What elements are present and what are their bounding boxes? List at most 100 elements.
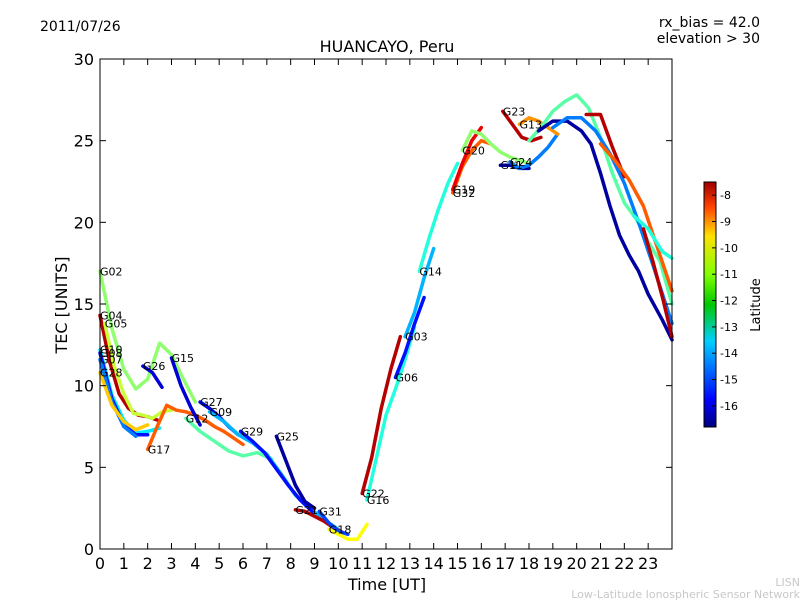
series-line-g14 [417,161,460,274]
series-line-g25 [274,434,317,510]
series-line-g13 [517,116,560,136]
rx-bias-annotation: rx_bias = 42.0 [659,15,760,31]
series-layer [98,93,674,541]
x-tick-label: 7 [262,554,272,573]
series-label-g13: G13 [520,118,543,131]
colorbar-tick-layer: -8 -9 -10 -11 -12 -13 -14 -15 -16 [712,189,738,413]
y-tick-label: 20 [74,213,94,232]
series-label-g21: G21 [295,504,318,517]
x-tick-label: 16 [471,554,491,573]
series-line-unlabeled-36 [641,227,674,339]
x-tick-label: 21 [590,554,610,573]
series-label-g04: G04 [100,309,123,322]
series-line-g05 [103,321,174,421]
y-tick-label: 15 [74,295,94,314]
x-axis-label: Time [UT] [347,575,426,594]
series-label-g26: G26 [143,360,166,373]
x-tick-label: 20 [566,554,586,573]
plot-frame [99,58,673,550]
series-line-g06 [393,295,426,380]
series-line-g29 [238,429,314,514]
series-label-g25: G25 [276,430,299,443]
y-tick-label: 10 [74,377,94,396]
series-line-unlabeled-34 [598,142,674,293]
colorbar-tick-label: -12 [720,295,738,308]
y-axis-label: TEC [UNITS] [52,257,71,355]
footer-network: Low-Latitude Ionospheric Sensor Network [571,588,800,600]
series-label-g24: G24 [510,156,533,169]
colorbar [703,181,717,428]
series-label-g06: G06 [396,372,419,385]
x-tick-label: 1 [119,554,129,573]
series-label-g23: G23 [503,105,526,118]
x-tick-label: 11 [352,554,372,573]
colorbar-tick-label: -11 [720,268,738,281]
colorbar-tick-label: -14 [720,347,738,360]
x-tick-label: 8 [286,554,296,573]
x-tick-label: 17 [495,554,515,573]
series-label-g27: G27 [200,396,223,409]
series-line-unlabeled-35 [632,214,674,261]
series-label-g11: G11 [500,159,523,172]
x-tick-label: 0 [95,554,105,573]
y-tick-label: 0 [84,540,94,559]
elevation-annotation: elevation > 30 [657,31,760,47]
series-label-g28: G28 [100,367,123,380]
footer-lisn: LISN [775,576,800,589]
x-tick-label: 2 [143,554,153,573]
series-label-g08: G08 [100,347,123,360]
chart-title: HUANCAYO, Peru [320,37,455,56]
series-label-g31: G31 [319,505,342,518]
y-tick-label: 5 [84,458,94,477]
x-tick-label: 15 [447,554,467,573]
series-label-g05: G05 [105,318,128,331]
series-label-g20: G20 [462,145,485,158]
x-tick-label: 3 [166,554,176,573]
x-tick-label: 23 [638,554,658,573]
series-line-unlabeled-33 [584,112,627,179]
series-line-g02 [98,269,198,404]
series-label-g32: G32 [453,187,476,200]
colorbar-tick-label: -8 [720,189,731,202]
series-label-g14: G14 [419,265,442,278]
series-label-g12: G12 [186,412,209,425]
series-line-g15 [169,356,202,427]
series-label-g02: G02 [100,265,123,278]
series-line-unlabeled-30 [527,93,674,306]
series-line-g16 [365,325,417,502]
x-tick-label: 6 [238,554,248,573]
series-label-g22: G22 [362,488,385,501]
colorbar-label: Latitude [749,278,764,332]
series-line-g24 [508,132,560,171]
series-label-g29: G29 [241,425,264,438]
y-tick-label: 30 [74,50,94,69]
y-tick-label: 25 [74,132,94,151]
tick-layer: 0 1 2 3 4 5 6 7 8 9 10 11 12 13 14 15 16 17 18 19 20 21 22 2305… [74,50,672,573]
x-tick-label: 14 [423,554,443,573]
x-tick-label: 12 [376,554,396,573]
series-label-g18: G18 [329,523,352,536]
series-line-g22 [360,334,403,496]
series-label-g10: G10 [100,344,123,357]
x-tick-label: 10 [328,554,348,573]
date-label: 2011/07/26 [40,19,121,35]
series-line-g26 [141,364,164,390]
series-label-g16: G16 [367,494,390,507]
colorbar-tick-label: -15 [720,374,738,387]
x-tick-label: 22 [614,554,634,573]
series-line-g28 [98,370,150,432]
series-line-g03 [403,246,436,339]
x-tick-label: 4 [190,554,200,573]
series-line-g20 [460,129,531,166]
x-tick-label: 5 [214,554,224,573]
series-label-g09: G09 [210,406,233,419]
series-label-g17: G17 [148,443,171,456]
colorbar-tick-label: -10 [720,242,738,255]
series-line-unlabeled-31 [536,119,674,342]
x-tick-label: 18 [519,554,539,573]
series-label-g03: G03 [405,331,428,344]
series-line-g12 [184,416,274,461]
series-label-g07: G07 [100,354,123,367]
